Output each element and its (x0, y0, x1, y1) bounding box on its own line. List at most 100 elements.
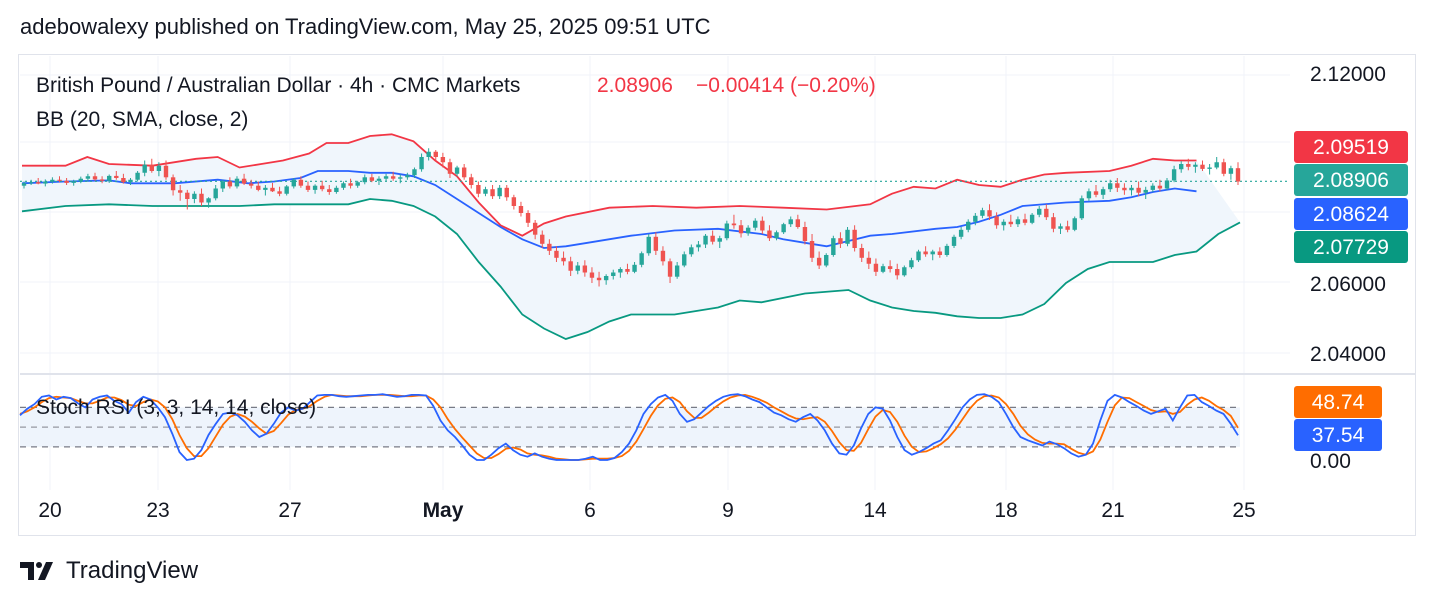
candle-body (753, 220, 758, 228)
candle-body (92, 176, 98, 180)
candle-body (745, 227, 751, 234)
candle-body (795, 219, 801, 227)
candle-body (767, 230, 772, 239)
candle-body (469, 177, 474, 185)
stoch-rsi-panel (19, 393, 1240, 461)
candle-body (28, 182, 34, 184)
candle-body (341, 183, 346, 188)
candle-body (1200, 164, 1205, 169)
candle-body (277, 191, 282, 194)
legend-indicator: BB (20, SMA, close, 2) (36, 108, 248, 131)
candle-body (1186, 164, 1191, 167)
candle-body (1029, 214, 1035, 223)
candle-body (603, 276, 609, 281)
candle-body (213, 188, 218, 199)
candle-body (426, 151, 431, 157)
candle-body (99, 179, 105, 181)
time-axis-tick: 18 (994, 499, 1017, 522)
time-axis-tick: 21 (1101, 499, 1124, 522)
candle-body (376, 178, 382, 181)
candle-body (85, 176, 91, 179)
candle-body (1093, 191, 1099, 195)
candle-body (312, 185, 318, 190)
candles (21, 148, 1241, 287)
candle-body (149, 164, 154, 171)
candle-body (305, 185, 311, 190)
candle-body (575, 265, 580, 271)
candle-body (866, 257, 872, 264)
candle-body (1079, 198, 1085, 219)
candle-body (568, 261, 573, 271)
candle-body (703, 235, 708, 245)
candle-body (461, 167, 467, 178)
chart-frame (18, 54, 1416, 536)
price-labels: 2.09519 2.08906 2.08624 2.07729 48.74 37.54 (1294, 131, 1408, 451)
candle-body (284, 186, 289, 194)
candle-body (944, 245, 950, 255)
candle-body (760, 220, 765, 231)
candle-body (646, 236, 651, 254)
candle-body (291, 179, 296, 187)
candle-body (383, 176, 389, 179)
candle-body (298, 179, 304, 186)
tradingview-brand[interactable]: TradingView (20, 557, 198, 585)
candle-body (199, 193, 204, 203)
candle-body (589, 272, 595, 278)
price-label-text: 2.07729 (1313, 236, 1389, 259)
price-label-box (1294, 198, 1408, 230)
candle-body (518, 206, 524, 213)
candle-body (390, 176, 396, 179)
time-axis-tick: May (423, 499, 464, 522)
candle-body (1129, 187, 1134, 191)
candle-body (653, 236, 659, 251)
candle-body (128, 179, 133, 183)
legend-stoch: Stoch RSI (3, 3, 14, 14, close) (36, 396, 316, 419)
candle-body (618, 269, 623, 273)
candle-body (1221, 162, 1227, 174)
candle-body (483, 189, 488, 194)
price-label-text: 2.08624 (1313, 203, 1389, 226)
candle-body (170, 177, 176, 191)
candle-body (987, 210, 992, 217)
candle-body (1136, 187, 1141, 193)
candle-body (1157, 185, 1163, 189)
candle-body (902, 267, 907, 276)
candle-body (540, 234, 545, 244)
candle-body (1044, 208, 1049, 218)
candle-body (958, 229, 964, 237)
candle-body (852, 229, 857, 248)
candle-body (121, 178, 126, 183)
candle-body (1065, 226, 1070, 230)
candle-body (738, 225, 744, 234)
candle-body (405, 175, 410, 178)
price-label-box (1294, 231, 1408, 263)
candle-body (355, 182, 360, 186)
candle-body (532, 222, 538, 235)
candle-body (248, 183, 254, 186)
candle-body (227, 181, 233, 187)
candle-body (682, 254, 687, 266)
candle-body (440, 157, 446, 163)
tradingview-logo-icon (20, 562, 53, 580)
candle-body (1179, 164, 1184, 170)
candle-body (71, 181, 76, 183)
candle-body (1051, 217, 1056, 229)
time-axis-tick: 20 (38, 499, 61, 522)
candle-body (611, 272, 616, 276)
candle-body (64, 180, 69, 183)
candle-body (369, 177, 375, 181)
candle-body (57, 179, 62, 181)
price-axis-tick: 2.12000 (1310, 63, 1386, 86)
candle-body (951, 236, 957, 246)
candle-body (327, 189, 332, 192)
candle-body (689, 247, 694, 255)
candle-body (710, 235, 715, 242)
candle-body (398, 177, 403, 179)
candle-body (241, 178, 247, 184)
candle-body (1086, 191, 1092, 199)
candle-body (561, 257, 566, 262)
time-axis-tick: 25 (1232, 499, 1255, 522)
candle-body (1022, 219, 1028, 223)
candle-body (114, 175, 119, 178)
